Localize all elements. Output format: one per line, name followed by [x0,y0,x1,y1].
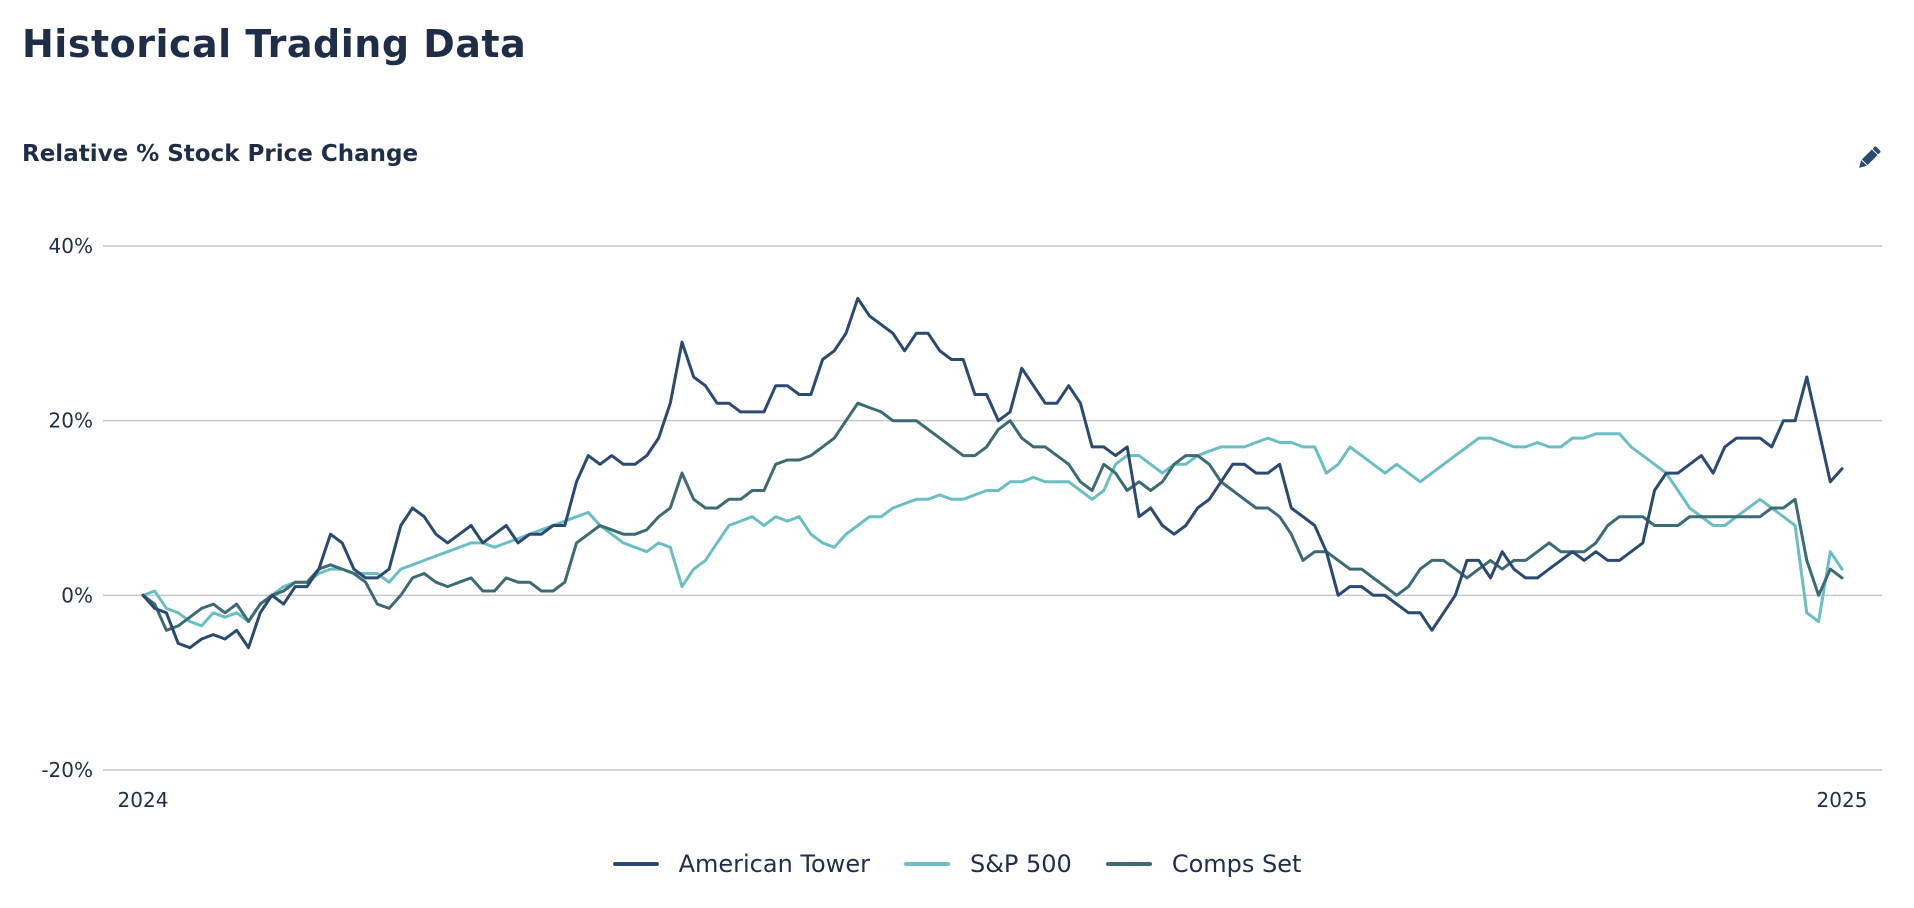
legend-label: Comps Set [1171,850,1302,878]
chart-subtitle: Relative % Stock Price Change [22,141,419,167]
series-line-comps-set [141,401,1844,632]
legend-label: American Tower [678,850,870,878]
x-tick-label: 2025 [1817,788,1868,812]
legend-swatch [903,862,950,866]
pencil-icon [1859,146,1881,168]
y-axis-ticks: 40% 20% 0% -20% [41,234,93,782]
edit-chart-button[interactable] [1854,143,1884,173]
series-line-american-tower [141,296,1844,650]
grid-layer [103,245,1882,771]
y-tick-label: 20% [49,409,93,433]
series-layer [141,296,1844,650]
series-line-s-p-500 [141,432,1844,628]
chart-legend: American Tower S&P 500 Comps Set [0,850,1914,878]
y-tick-label: 0% [61,583,93,607]
legend-swatch [1105,862,1152,866]
x-axis-ticks: 2024 2025 [118,788,1868,812]
legend-item-sp500[interactable]: S&P 500 [903,850,1072,878]
legend-label: S&P 500 [969,850,1072,878]
legend-swatch [612,862,659,866]
page-title: Historical Trading Data [22,22,527,66]
y-tick-label: -20% [41,758,93,782]
x-tick-label: 2024 [118,788,169,812]
legend-item-american-tower[interactable]: American Tower [612,850,870,878]
y-tick-label: 40% [49,234,93,258]
legend-item-comps-set[interactable]: Comps Set [1105,850,1302,878]
line-chart: 40% 20% 0% -20% 2024 2025 [41,234,1882,812]
